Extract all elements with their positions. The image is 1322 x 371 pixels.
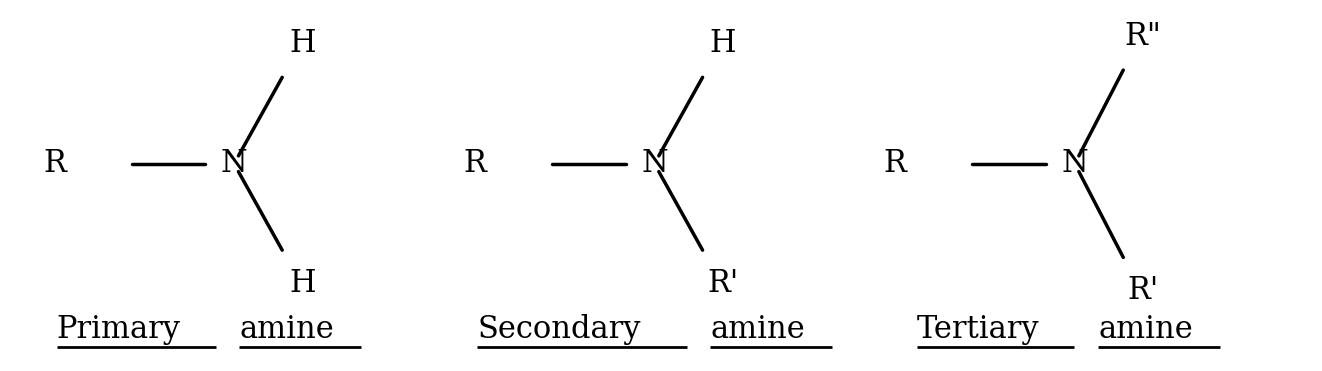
Text: Primary: Primary [57,314,181,345]
Text: N: N [221,148,247,179]
Text: N: N [1062,148,1088,179]
Text: Tertiary: Tertiary [917,314,1040,345]
Text: H: H [290,28,316,59]
Text: R: R [884,148,907,179]
Text: Secondary: Secondary [477,314,641,345]
Text: H: H [710,28,736,59]
Text: R: R [464,148,486,179]
Text: R': R' [1128,275,1159,306]
Text: R": R" [1125,21,1162,52]
Text: amine: amine [710,314,805,345]
Text: R: R [44,148,66,179]
Text: N: N [641,148,668,179]
Text: R': R' [707,268,739,299]
Text: H: H [290,268,316,299]
Text: amine: amine [239,314,334,345]
Text: amine: amine [1099,314,1192,345]
